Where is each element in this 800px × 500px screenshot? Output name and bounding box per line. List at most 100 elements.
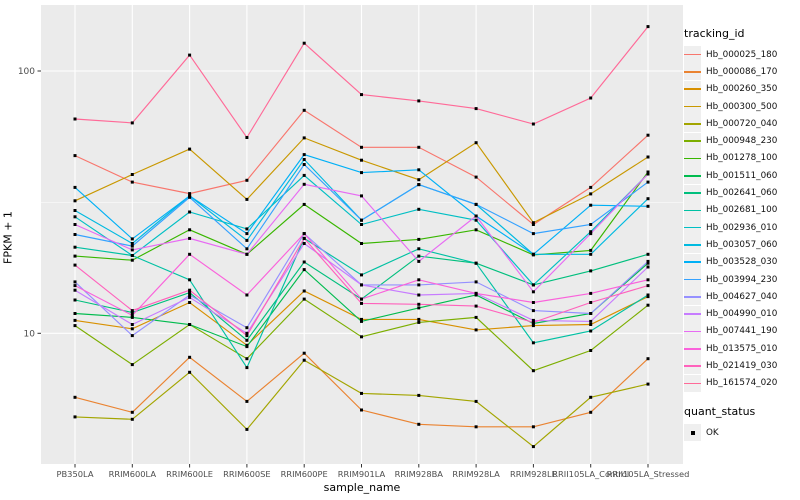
legend-entry-Hb_002936_010: Hb_002936_010: [684, 219, 778, 237]
data-point-Hb_004990_010: [646, 265, 650, 269]
legend-entry-Hb_004627_040: Hb_004627_040: [684, 288, 778, 306]
legend-entry-label: Hb_003057_060: [706, 239, 778, 250]
legend-entry-label: Hb_000260_350: [706, 84, 778, 95]
data-point-Hb_000300_500: [188, 147, 192, 151]
data-point-Hb_001511_060: [417, 306, 421, 310]
legend-key-line-icon: [684, 226, 701, 229]
data-point-Hb_002936_010: [360, 223, 363, 226]
data-point-Hb_021419_030: [589, 301, 593, 304]
legend-key-line-icon: [684, 313, 701, 315]
data-point-Hb_004627_040: [531, 309, 535, 313]
data-point-Hb_004990_010: [188, 295, 192, 299]
legend-entry-label: Hb_000948_230: [706, 136, 778, 147]
data-point-Hb_003994_230: [474, 202, 478, 206]
data-point-Hb_161574_020: [474, 107, 478, 111]
data-point-Hb_000260_350: [646, 295, 650, 299]
legend-key-box: [684, 219, 701, 237]
data-point-Hb_003994_230: [531, 232, 535, 236]
data-point-Hb_004990_010: [245, 331, 249, 335]
data-point-Hb_002641_060: [188, 291, 192, 295]
legend-key-line-icon: [684, 105, 701, 108]
data-point-Hb_000260_350: [73, 318, 77, 322]
legend-key-box: [684, 253, 701, 271]
data-point-Hb_004627_040: [245, 326, 249, 330]
x-tick-label: PB350LA: [56, 469, 93, 479]
data-point-Hb_002641_060: [646, 252, 650, 256]
data-point-Hb_000025_180: [130, 180, 134, 184]
data-point-Hb_021419_030: [188, 288, 192, 292]
data-point-Hb_000300_500: [360, 158, 363, 162]
data-point-Hb_013575_010: [474, 291, 478, 295]
data-point-Hb_001278_100: [589, 248, 593, 252]
data-point-Hb_161574_020: [417, 99, 421, 103]
legend-entry-label: Hb_002936_010: [706, 222, 778, 233]
legend-key-line-icon: [684, 347, 701, 350]
legend-entry-label: Hb_003994_230: [706, 274, 778, 285]
data-point-Hb_000260_350: [417, 317, 421, 321]
data-point-Hb_002641_060: [130, 311, 134, 314]
data-point-Hb_000720_040: [589, 395, 593, 399]
data-point-Hb_000086_170: [360, 408, 363, 412]
data-point-Hb_007441_190: [245, 252, 249, 256]
data-point-Hb_000086_170: [417, 422, 421, 426]
data-point-Hb_003528_030: [360, 171, 363, 175]
legend-key-box: [684, 149, 701, 167]
data-point-Hb_002681_100: [188, 278, 192, 282]
legend-key-line-icon: [684, 174, 701, 177]
x-tick-label: RRIM600LA: [109, 469, 157, 479]
data-point-Hb_021419_030: [474, 304, 478, 308]
data-point-Hb_000720_040: [646, 382, 650, 386]
data-point-Hb_001278_100: [360, 242, 363, 245]
legend-key-box: [684, 98, 701, 116]
data-point-Hb_000720_040: [474, 399, 478, 403]
data-point-Hb_007441_190: [360, 194, 363, 198]
legend-entry-label: Hb_021419_030: [706, 360, 778, 371]
legend-entry-label: Hb_002681_100: [706, 205, 778, 216]
data-point-Hb_001511_060: [302, 268, 306, 272]
legend-entry-Hb_000086_170: Hb_000086_170: [684, 63, 777, 81]
data-point-Hb_001278_100: [130, 258, 134, 262]
data-point-Hb_003994_230: [589, 223, 593, 226]
data-point-Hb_007441_190: [73, 223, 77, 226]
legend-key-box: [684, 424, 701, 442]
data-point-Hb_000260_350: [188, 301, 192, 304]
data-point-Hb_000025_180: [302, 108, 306, 112]
y-tick-label: 100: [18, 67, 35, 77]
legend-entry-Hb_001511_060: Hb_001511_060: [684, 167, 777, 185]
data-point-Hb_003528_030: [589, 203, 593, 207]
legend-entry-Hb_000260_350: Hb_000260_350: [684, 80, 778, 98]
data-point-Hb_021419_030: [646, 284, 650, 288]
legend-entry-label: Hb_004990_010: [706, 309, 778, 320]
legend-entry-label: Hb_002641_060: [706, 188, 778, 199]
data-point-Hb_000025_180: [474, 175, 478, 179]
data-point-Hb_000025_180: [188, 192, 192, 196]
data-point-Hb_000260_350: [531, 324, 535, 328]
data-point-Hb_003528_030: [73, 185, 77, 189]
data-point-Hb_000720_040: [302, 358, 306, 362]
legend-key-box: [684, 236, 701, 254]
data-point-Hb_003057_060: [73, 209, 77, 212]
data-point-Hb_013575_010: [188, 252, 192, 256]
data-point-Hb_007441_190: [646, 172, 650, 176]
data-point-Hb_000720_040: [130, 417, 134, 421]
data-point-Hb_002936_010: [245, 227, 249, 231]
data-point-Hb_004627_040: [188, 293, 192, 297]
data-point-Hb_002641_060: [417, 254, 421, 258]
data-point-Hb_000948_230: [646, 303, 650, 307]
data-point-Hb_000948_230: [245, 357, 249, 361]
data-point-Hb_003528_030: [130, 237, 134, 241]
data-point-Hb_021419_030: [360, 301, 363, 305]
data-point-Hb_000086_170: [188, 355, 192, 359]
y-axis-title: FPKM + 1: [1, 211, 15, 264]
data-point-Hb_000086_170: [589, 410, 593, 414]
legend-entry-label: Hb_003528_030: [706, 257, 778, 268]
data-point-Hb_002641_060: [73, 298, 77, 302]
data-point-Hb_003994_230: [360, 218, 363, 222]
data-point-Hb_004627_040: [646, 259, 650, 263]
legend-entry-Hb_013575_010: Hb_013575_010: [684, 340, 777, 358]
data-point-Hb_000086_170: [646, 357, 650, 361]
data-point-Hb_002641_060: [245, 338, 249, 342]
data-point-Hb_161574_020: [646, 25, 650, 29]
data-point-Hb_003994_230: [302, 163, 306, 166]
legend-entry-label: Hb_004627_040: [706, 291, 778, 302]
